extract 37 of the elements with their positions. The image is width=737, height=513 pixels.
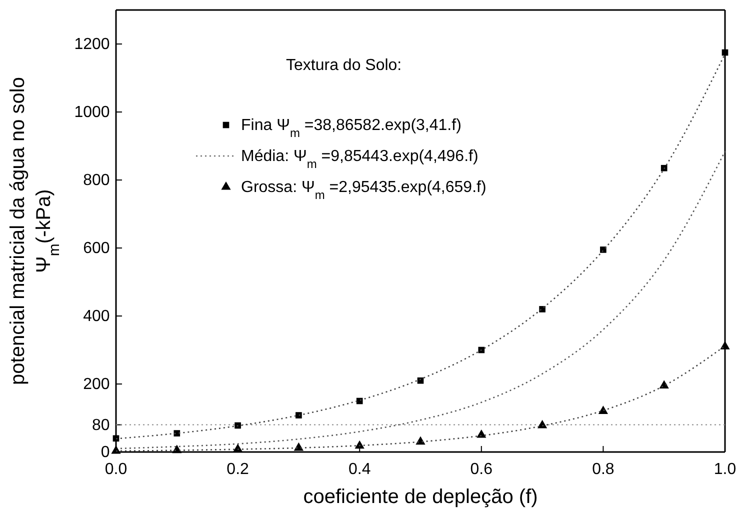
point bbox=[356, 398, 363, 404]
x-tick-label: 0.0 bbox=[104, 461, 128, 478]
y-tick-label: 1200 bbox=[74, 36, 110, 54]
legend-label: Fina Ψ$_{m}$ =38,86582.exp(3,41.f) bbox=[241, 117, 462, 140]
point bbox=[722, 49, 728, 56]
point bbox=[476, 429, 486, 438]
x-tick-label: 0.6 bbox=[470, 461, 493, 478]
point bbox=[174, 430, 180, 436]
point bbox=[537, 420, 548, 428]
y-tick-label: 600 bbox=[83, 240, 110, 258]
point bbox=[417, 377, 424, 384]
x-tick-label: 1.0 bbox=[714, 461, 736, 478]
y-tick-label: 400 bbox=[83, 308, 110, 326]
point bbox=[111, 445, 121, 454]
point bbox=[539, 306, 546, 312]
point bbox=[354, 440, 364, 449]
y-tick-label: 1000 bbox=[74, 104, 110, 122]
point bbox=[720, 341, 730, 350]
x-tick-label: 0.8 bbox=[592, 461, 614, 478]
x-tick-label: 0.4 bbox=[348, 461, 371, 478]
x-axis-title: coeficiente de depleção (f) bbox=[303, 486, 538, 508]
point bbox=[478, 346, 485, 354]
point bbox=[659, 380, 669, 388]
point bbox=[234, 422, 241, 429]
y-tick-label: 800 bbox=[83, 172, 110, 190]
legend-label: Grossa: Ψ$_{m}$ =2,95435.exp(4,659.f) bbox=[241, 179, 486, 202]
y-tick-label: 200 bbox=[83, 376, 110, 394]
y-tick-label: 0 bbox=[100, 444, 110, 462]
point bbox=[660, 164, 668, 172]
point bbox=[296, 412, 302, 418]
point bbox=[112, 435, 120, 442]
legend-label: Média: Ψ$_{m}$ =9,85443.exp(4,496.f) bbox=[241, 148, 478, 171]
y-tick-label: 80 bbox=[92, 416, 110, 434]
x-tick-label: 0.2 bbox=[226, 461, 250, 478]
legend-title: Textura do Solo: bbox=[286, 57, 402, 74]
point bbox=[232, 444, 243, 452]
point bbox=[598, 406, 608, 414]
